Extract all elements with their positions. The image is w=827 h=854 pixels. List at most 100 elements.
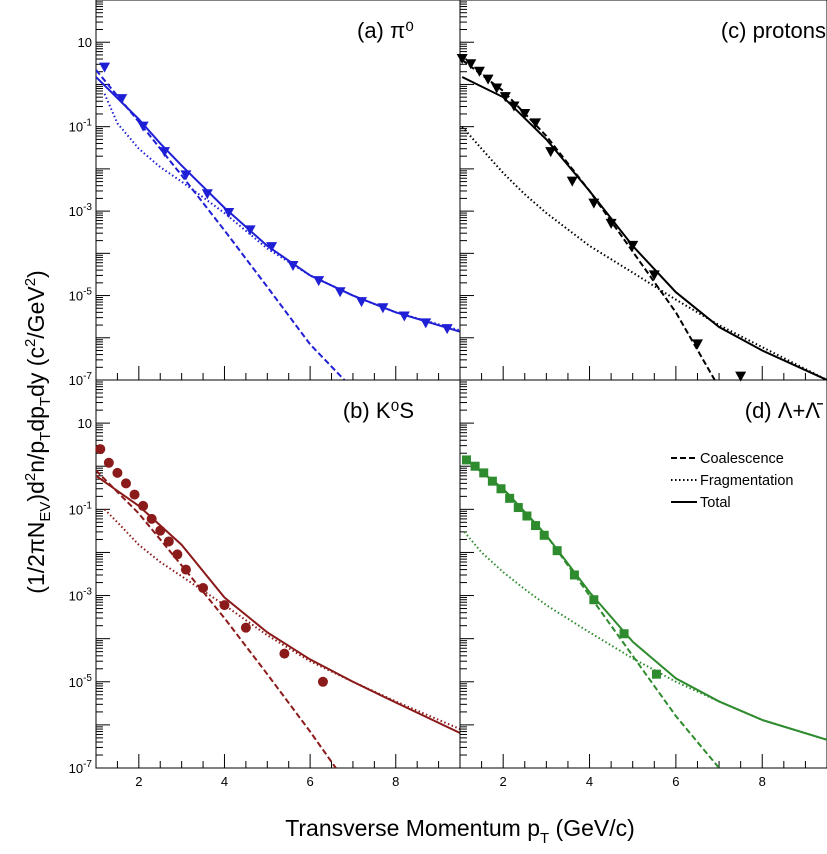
- x-tick-label: 8: [392, 774, 399, 789]
- total-curve: [461, 76, 827, 380]
- data-point: [508, 101, 520, 112]
- panel-c-frame: [459, 0, 827, 381]
- data-point: [198, 582, 209, 593]
- data-point: [244, 225, 256, 236]
- fragmentation-curve: [461, 126, 827, 380]
- fragmentation-curve: [103, 508, 460, 730]
- y-tick-label: 10-7: [69, 371, 93, 388]
- data-point: [470, 461, 480, 471]
- panel-a-frame: [95, 0, 461, 381]
- data-point: [531, 521, 541, 531]
- data-point: [180, 564, 191, 575]
- data-point: [588, 198, 600, 209]
- data-point: [505, 493, 515, 503]
- data-point: [651, 669, 661, 679]
- data-point: [240, 622, 251, 633]
- data-point: [499, 92, 511, 103]
- panel-d-frame: [459, 379, 827, 769]
- data-point: [627, 240, 639, 251]
- data-point: [377, 303, 389, 314]
- y-tick-label: 10-7: [69, 759, 93, 776]
- data-point: [539, 530, 549, 540]
- data-point: [279, 648, 290, 659]
- data-point: [223, 208, 235, 219]
- data-point: [266, 242, 278, 253]
- data-point: [530, 118, 542, 129]
- data-point: [287, 261, 299, 272]
- panel-label-b: (b) K⁰S: [343, 398, 414, 423]
- data-point: [496, 484, 506, 494]
- x-tick-label: 8: [759, 774, 766, 789]
- data-point: [112, 467, 123, 478]
- legend: Coalescence Fragmentation Total: [671, 451, 794, 511]
- data-point: [513, 503, 523, 513]
- data-point: [491, 83, 503, 94]
- panel-d: 2 4 6 8 (d) Λ+Λ̄: [459, 379, 827, 789]
- data-point: [334, 287, 346, 298]
- data-point: [155, 525, 166, 536]
- y-axis-title: (1/2πNEV)d2n/pTdpTdy (c2/GeV2): [22, 270, 54, 593]
- data-point: [163, 536, 174, 547]
- x-tick-label: 4: [221, 774, 228, 789]
- data-point: [461, 455, 471, 465]
- panel-b: 10 10-1 10-3 10-5 10-7 2 4 6 8 (b) K⁰S: [69, 379, 461, 789]
- data-point: [487, 476, 497, 486]
- y-tick-label: 10: [78, 416, 92, 431]
- data-point: [441, 324, 453, 335]
- data-point: [420, 318, 432, 329]
- y-tick-label: 10-3: [69, 202, 93, 219]
- y-tick-label: 10: [78, 35, 92, 50]
- data-point: [103, 457, 114, 468]
- data-point: [398, 311, 410, 322]
- data-point: [129, 489, 140, 500]
- data-point: [172, 549, 183, 560]
- data-point: [219, 600, 230, 611]
- data-point: [456, 54, 468, 65]
- data-point: [479, 468, 489, 478]
- y-tick-label: 10-5: [69, 287, 93, 304]
- data-point: [522, 511, 532, 521]
- data-point: [465, 59, 477, 70]
- y-tick-label: 10-5: [69, 673, 93, 690]
- x-tick-label: 6: [307, 774, 314, 789]
- coalescence-curve: [96, 69, 346, 380]
- legend-total-label: Total: [700, 495, 731, 511]
- panels-group: 10 10-1 10-3 10-5 10-7 (a) π⁰ (c) protons 10 10-…: [69, 0, 827, 789]
- data-point: [317, 676, 328, 687]
- x-tick-label: 2: [135, 774, 142, 789]
- coalescence-curve: [96, 469, 337, 768]
- fragmentation-curve: [103, 93, 460, 332]
- data-point: [648, 270, 660, 281]
- data-point: [552, 546, 562, 556]
- data-point: [95, 444, 106, 455]
- data-point: [313, 276, 325, 287]
- data-point: [159, 147, 171, 158]
- panel-b-frame: [95, 379, 461, 769]
- panel-a: 10 10-1 10-3 10-5 10-7 (a) π⁰: [69, 0, 461, 388]
- x-tick-label: 4: [586, 774, 593, 789]
- data-point: [116, 94, 128, 105]
- data-point: [735, 371, 747, 382]
- data-point: [545, 147, 557, 158]
- data-point: [356, 297, 368, 308]
- x-axis-title: Transverse Momentum pT (GeV/c): [285, 815, 635, 847]
- panel-c: (c) protons: [456, 0, 827, 382]
- data-point: [137, 121, 149, 132]
- data-point: [589, 595, 599, 605]
- x-tick-label: 6: [672, 774, 679, 789]
- legend-fragmentation-label: Fragmentation: [700, 473, 794, 489]
- legend-coalescence-label: Coalescence: [700, 451, 784, 467]
- x-tick-label: 2: [500, 774, 507, 789]
- total-curve: [96, 76, 460, 333]
- y-tick-label: 10-3: [69, 587, 93, 604]
- panel-label-c: (c) protons: [721, 18, 826, 43]
- data-point: [201, 189, 213, 200]
- data-point: [180, 170, 192, 181]
- data-point: [482, 74, 494, 85]
- data-point: [120, 478, 131, 489]
- y-tick-label: 10-1: [69, 500, 93, 517]
- data-point: [569, 570, 579, 580]
- coalescence-curve: [463, 457, 720, 768]
- total-curve: [463, 457, 827, 741]
